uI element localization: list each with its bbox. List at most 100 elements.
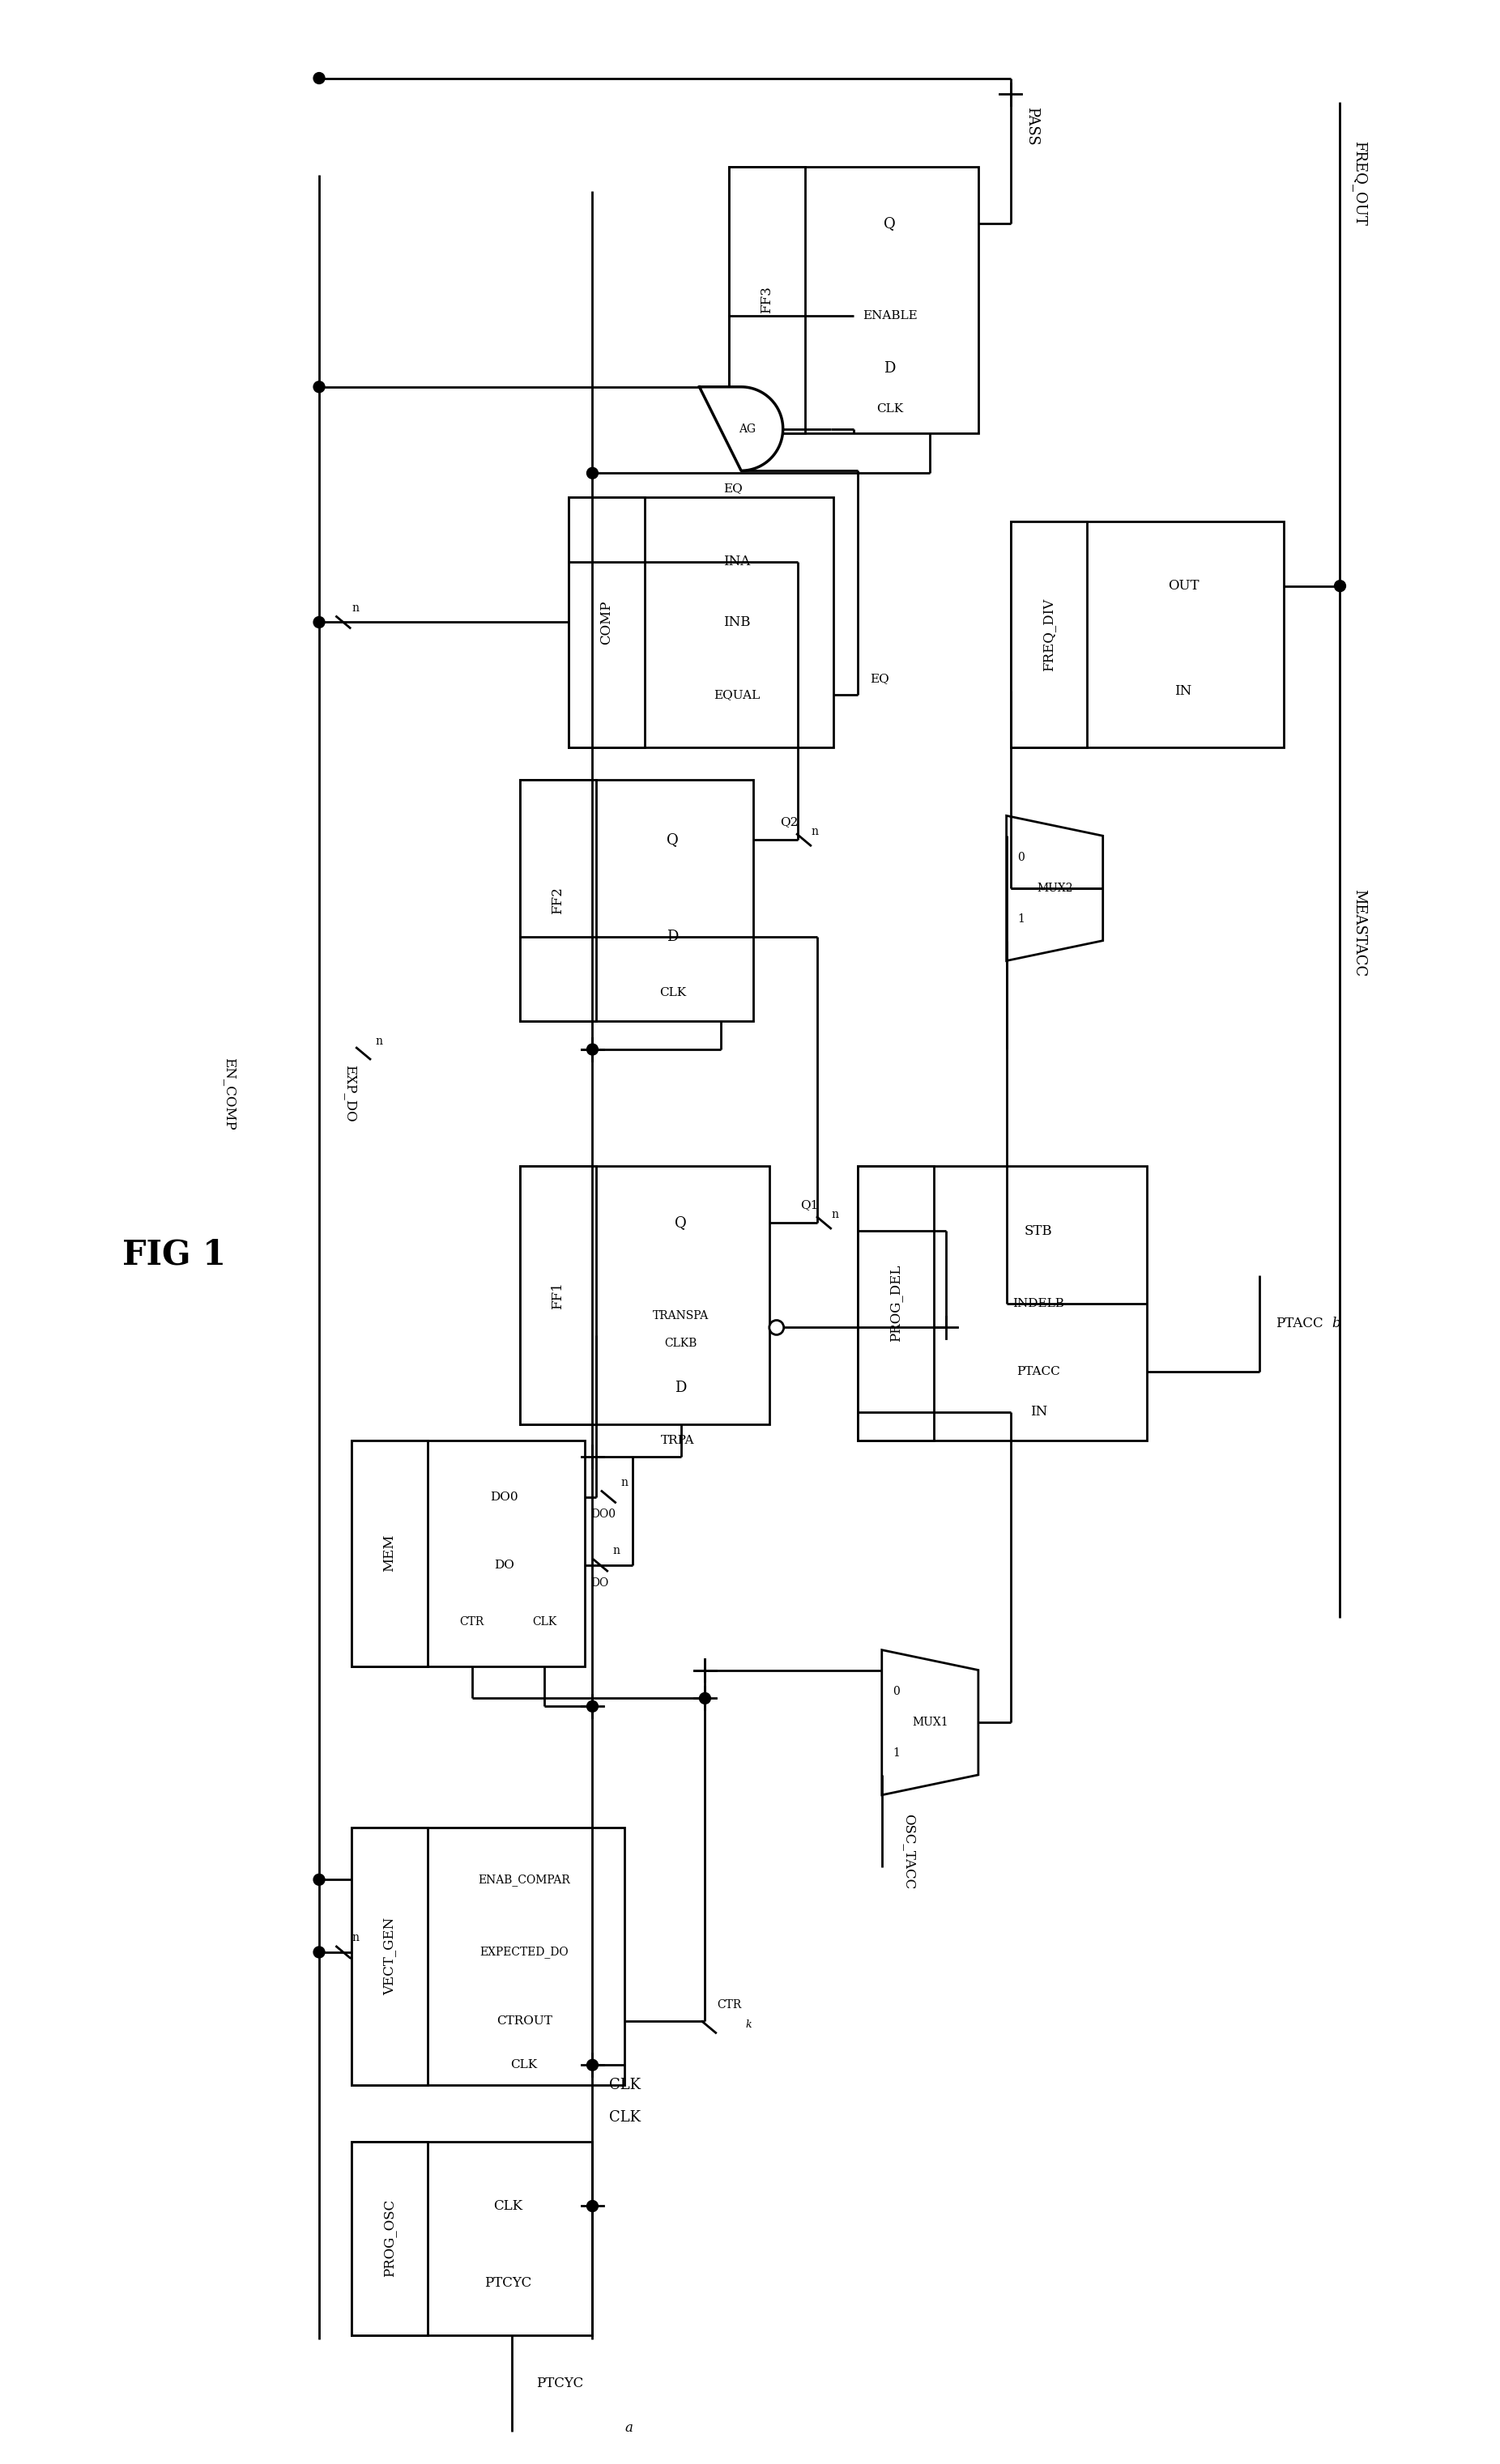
Text: a: a — [624, 2420, 633, 2434]
Text: MUX1: MUX1 — [912, 1717, 948, 1727]
Text: k: k — [746, 2020, 752, 2030]
Text: CTR: CTR — [459, 1616, 484, 1626]
Text: 1: 1 — [1017, 914, 1025, 924]
Bar — [1011, 522, 1087, 747]
Text: TRANSPA: TRANSPA — [652, 1311, 710, 1321]
Text: CTR: CTR — [717, 1998, 741, 2011]
Text: Q1: Q1 — [801, 1200, 819, 1210]
Bar — [520, 779, 753, 1020]
Text: CLK: CLK — [876, 404, 903, 414]
Text: DO: DO — [494, 1560, 514, 1572]
Text: n: n — [375, 1035, 382, 1047]
Text: EXP_DO: EXP_DO — [344, 1064, 357, 1124]
Text: n: n — [351, 601, 358, 614]
Text: INB: INB — [723, 616, 750, 628]
Text: CLK: CLK — [494, 2200, 522, 2213]
Bar — [351, 1441, 427, 1666]
Circle shape — [314, 616, 326, 628]
Circle shape — [586, 2060, 599, 2070]
Circle shape — [586, 468, 599, 478]
Bar — [520, 1165, 597, 1424]
Text: 1: 1 — [892, 1747, 900, 1759]
Text: 0: 0 — [1017, 853, 1025, 862]
Text: CLK: CLK — [609, 2077, 640, 2092]
Text: FIG 1: FIG 1 — [123, 1237, 226, 1271]
Text: OUT: OUT — [1167, 579, 1198, 594]
Text: Q: Q — [668, 833, 680, 848]
Text: PASS: PASS — [1025, 108, 1040, 145]
Bar — [729, 168, 806, 434]
Bar — [351, 2141, 592, 2336]
Bar — [729, 168, 978, 434]
Text: n: n — [621, 1476, 628, 1488]
Text: DO: DO — [591, 1577, 609, 1589]
Text: ENABLE: ENABLE — [862, 310, 918, 323]
Text: CLKB: CLKB — [664, 1338, 698, 1350]
Text: Q: Q — [884, 217, 896, 232]
Text: PTACC: PTACC — [1017, 1365, 1060, 1377]
Circle shape — [770, 1321, 784, 1335]
Text: PTCYC: PTCYC — [484, 2277, 531, 2289]
Text: EQUAL: EQUAL — [714, 690, 760, 700]
Circle shape — [314, 1947, 326, 1959]
Text: n: n — [812, 825, 819, 838]
Text: D: D — [668, 929, 678, 944]
Text: n: n — [831, 1210, 838, 1220]
Bar — [520, 779, 597, 1020]
Text: FF3: FF3 — [760, 286, 774, 313]
Circle shape — [586, 1700, 599, 1712]
Text: FF2: FF2 — [550, 887, 566, 914]
Text: ENAB_COMPAR: ENAB_COMPAR — [478, 1873, 570, 1885]
Text: D: D — [884, 362, 896, 375]
Text: 0: 0 — [892, 1685, 900, 1698]
Polygon shape — [1006, 816, 1102, 961]
Circle shape — [586, 2200, 599, 2213]
Text: PROG_OSC: PROG_OSC — [382, 2200, 396, 2277]
Polygon shape — [882, 1651, 978, 1794]
Text: PROG_DEL: PROG_DEL — [888, 1264, 903, 1343]
Bar — [858, 1165, 1148, 1441]
Polygon shape — [699, 387, 783, 471]
Text: EN_COMP: EN_COMP — [222, 1057, 237, 1131]
Text: CLK: CLK — [510, 2060, 537, 2070]
Text: IN: IN — [1030, 1404, 1047, 1419]
Text: CLK: CLK — [532, 1616, 556, 1626]
Text: DO0: DO0 — [591, 1508, 616, 1520]
Text: Q2: Q2 — [780, 816, 798, 828]
Bar — [858, 1165, 934, 1441]
Text: MEASTACC: MEASTACC — [1352, 890, 1366, 976]
Text: IN: IN — [1174, 685, 1192, 697]
Text: DO0: DO0 — [491, 1491, 518, 1503]
Text: FREQ_OUT: FREQ_OUT — [1352, 140, 1368, 224]
Text: n: n — [612, 1545, 620, 1557]
Text: STB: STB — [1025, 1225, 1053, 1237]
Bar — [1011, 522, 1284, 747]
Circle shape — [314, 71, 326, 84]
Bar — [351, 1828, 624, 2085]
Text: MUX2: MUX2 — [1036, 882, 1072, 894]
Text: Q: Q — [675, 1215, 687, 1230]
Bar — [351, 2141, 427, 2336]
Text: CTROUT: CTROUT — [497, 2016, 552, 2025]
Circle shape — [314, 382, 326, 392]
Text: PTACC: PTACC — [1275, 1316, 1323, 1331]
Bar — [351, 1441, 585, 1666]
Text: TRPA: TRPA — [662, 1434, 694, 1446]
Circle shape — [1335, 582, 1346, 591]
Circle shape — [314, 1875, 326, 1885]
Text: AG: AG — [740, 424, 756, 434]
Text: COMP: COMP — [599, 601, 614, 643]
Text: b: b — [1332, 1316, 1341, 1331]
Text: EQ: EQ — [870, 673, 889, 685]
Text: VECT_GEN: VECT_GEN — [382, 1917, 396, 1996]
Text: EQ: EQ — [723, 483, 742, 495]
Bar — [351, 1828, 427, 2085]
Text: D: D — [675, 1380, 687, 1395]
Text: INA: INA — [723, 554, 750, 569]
Bar — [568, 498, 834, 747]
Text: CLK: CLK — [660, 988, 686, 998]
Text: MEM: MEM — [382, 1535, 396, 1572]
Bar — [520, 1165, 770, 1424]
Text: CLK: CLK — [609, 2109, 640, 2124]
Text: FF1: FF1 — [550, 1281, 566, 1308]
